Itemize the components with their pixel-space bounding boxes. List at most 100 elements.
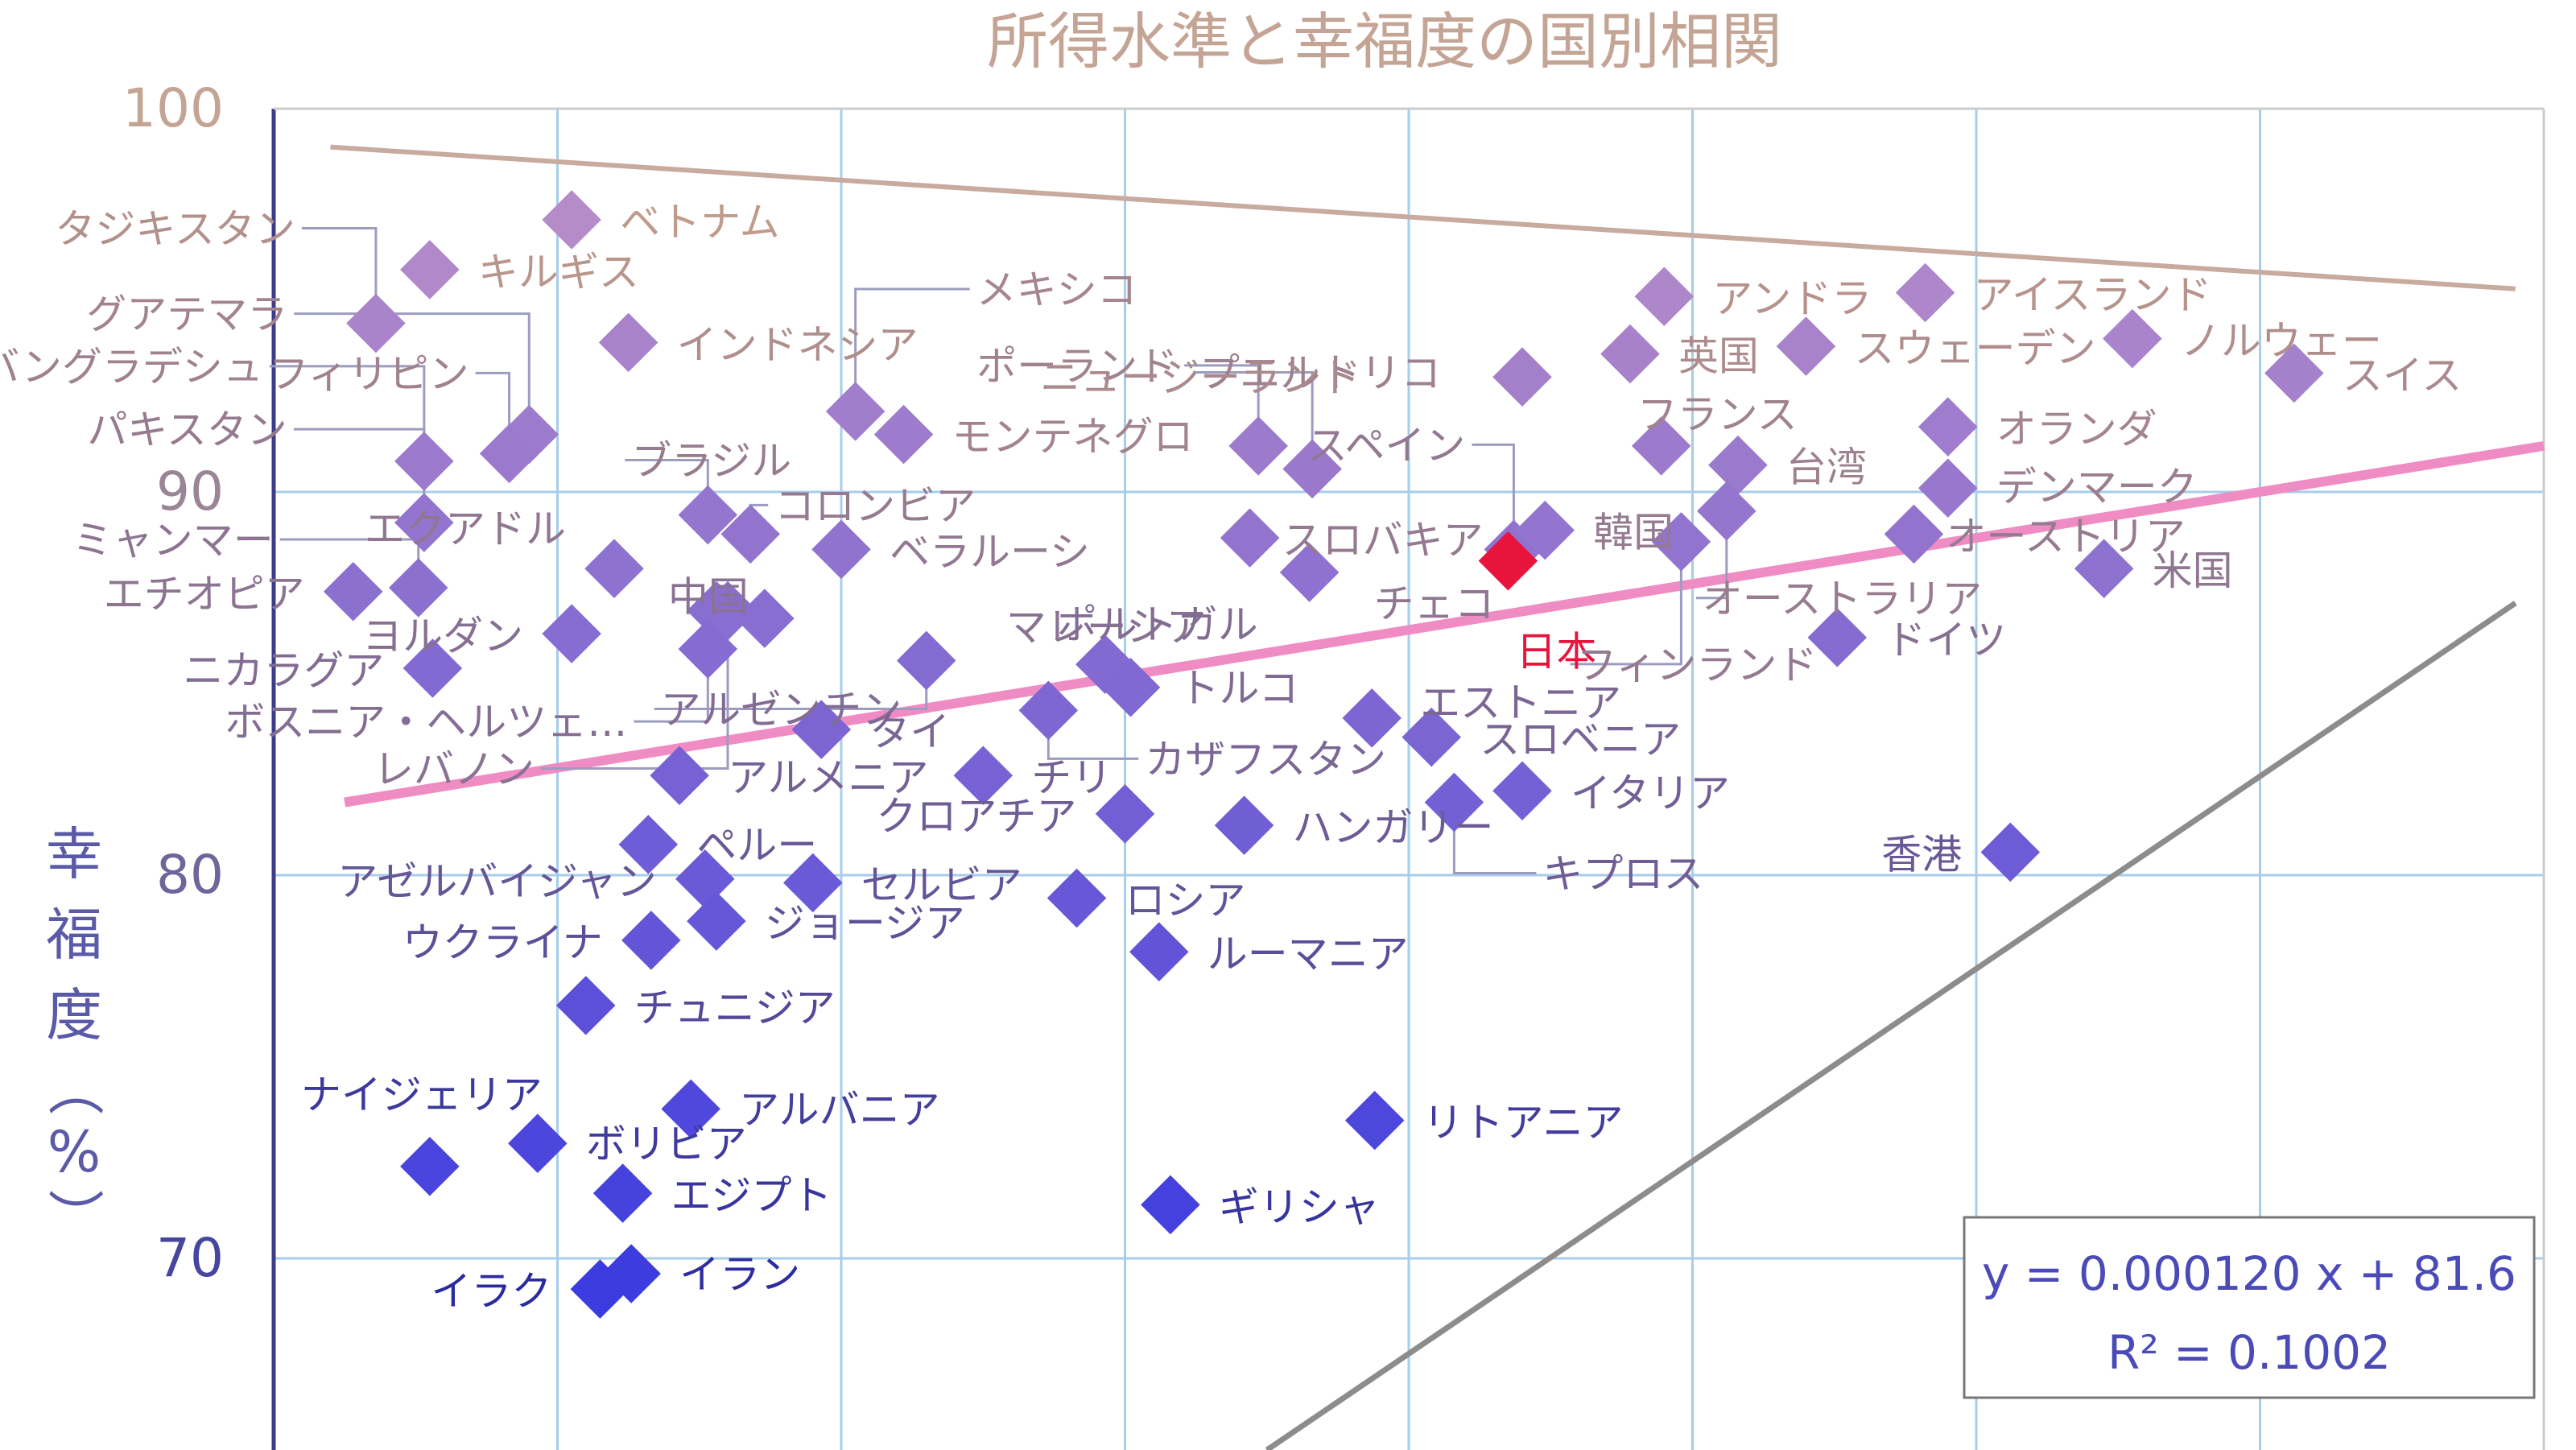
point-label-3: グアテマラ <box>86 291 287 338</box>
data-point-9 <box>873 404 934 465</box>
equation-box: y = 0.000120 x + 81.6 R² = 0.1002 <box>1963 1216 2536 1399</box>
data-point-50 <box>1279 543 1340 602</box>
data-point-73 <box>2074 539 2134 598</box>
point-label-12: エクアドル <box>365 506 566 552</box>
point-label-64: オーストラリア <box>1703 576 1983 622</box>
point-label-42: エジプト <box>671 1172 832 1219</box>
point-label-34: ロシア <box>1125 878 1246 924</box>
data-point-53 <box>1478 531 1538 591</box>
data-point-62 <box>1708 435 1768 495</box>
point-label-13: ベラルーシ <box>890 528 1090 575</box>
point-label-57: イタリア <box>1571 770 1730 816</box>
data-point-44 <box>570 1259 630 1319</box>
leader-line-63 <box>1570 541 1682 666</box>
point-label-27: アルメニア <box>728 754 928 801</box>
data-point-35 <box>687 891 746 951</box>
data-points <box>323 190 2324 1319</box>
point-label-70: オーストリア <box>1946 513 2186 560</box>
y-tick-label-3: 100 <box>122 77 224 139</box>
point-label-40: ボリビア <box>586 1121 747 1167</box>
data-point-29 <box>1095 784 1155 844</box>
data-point-56 <box>1402 707 1461 767</box>
point-label-30: ハンガリー <box>1293 804 1494 851</box>
point-label-37: ルーマニア <box>1208 931 1409 977</box>
y-axis-label: 幸福度% （ ） <box>41 821 107 1245</box>
point-label-26: カザフスタン <box>1145 736 1386 783</box>
data-point-8 <box>825 382 886 441</box>
point-label-32: アゼルバイジャン <box>337 858 657 905</box>
data-point-27 <box>650 746 709 806</box>
point-label-62: 台湾 <box>1786 444 1867 491</box>
y-tick-label-0: 70 <box>156 1227 224 1289</box>
leader-line-6 <box>293 428 426 523</box>
data-point-28 <box>953 746 1013 806</box>
point-label-15: ミャンマー <box>72 517 274 564</box>
point-label-21: アルゼンチン <box>661 686 902 733</box>
data-point-41 <box>661 1079 720 1139</box>
data-point-15 <box>389 558 448 618</box>
y-axis-label-text: 幸福度% <box>46 821 102 1185</box>
data-point-34 <box>1046 868 1107 928</box>
point-label-18: ニカラグア <box>183 647 384 694</box>
point-label-72: スイス <box>2343 352 2462 399</box>
data-point-65 <box>1807 608 1868 667</box>
data-point-60 <box>1600 324 1660 384</box>
equation-box-frame <box>1963 1216 2536 1399</box>
data-point-48 <box>1282 439 1342 499</box>
trendline-equation: y = 0.000120 x + 81.6 <box>1982 1246 2516 1301</box>
leader-line-2 <box>301 227 378 324</box>
point-label-46: リトアニア <box>1423 1100 1624 1146</box>
point-label-11: コロンビア <box>774 482 976 529</box>
data-point-66 <box>1895 262 1955 323</box>
point-label-56: スロベニア <box>1480 717 1681 763</box>
point-label-2: タジキスタン <box>55 206 295 253</box>
point-label-61: フランス <box>1637 391 1798 438</box>
data-point-21 <box>896 630 956 691</box>
data-point-42 <box>592 1163 653 1223</box>
point-label-16: エチオピア <box>104 571 305 618</box>
point-label-47: スロバキア <box>1282 517 1484 564</box>
data-point-5 <box>394 432 454 491</box>
point-label-10: ブラジル <box>631 438 791 485</box>
data-point-67 <box>1776 316 1836 376</box>
data-point-46 <box>1344 1090 1405 1150</box>
y-axis-label-paren: ） <box>41 1188 107 1245</box>
trendline-r2: R² = 0.1002 <box>2107 1325 2391 1380</box>
data-point-49 <box>1228 416 1288 476</box>
data-point-54 <box>1515 500 1575 560</box>
point-label-48: プエルトリコ <box>1199 349 1441 396</box>
plot-frame <box>271 107 2545 1450</box>
point-label-19: マレーシア <box>1006 604 1207 651</box>
data-point-30 <box>1214 795 1274 855</box>
data-point-58 <box>1424 772 1484 832</box>
data-point-38 <box>555 976 616 1035</box>
leader-line-48 <box>1193 370 1314 469</box>
data-point-12 <box>584 539 644 598</box>
point-label-44: イラク <box>431 1268 551 1315</box>
data-point-47 <box>1220 508 1280 568</box>
data-point-57 <box>1492 761 1552 821</box>
point-label-53: 日本 <box>1516 629 1596 675</box>
point-label-1: キルギス <box>478 249 639 295</box>
point-label-66: アイスランド <box>1974 271 2212 318</box>
data-point-36 <box>621 911 681 970</box>
point-label-36: ウクライナ <box>402 919 603 966</box>
point-label-55: エストニア <box>1420 680 1621 726</box>
data-point-13 <box>811 519 871 580</box>
data-point-59 <box>1634 266 1695 327</box>
data-point-68 <box>1918 397 1978 456</box>
point-label-71: ノルウェー <box>2181 318 2382 365</box>
point-label-14: 中国 <box>668 574 749 621</box>
data-point-71 <box>2103 308 2162 369</box>
data-point-37 <box>1129 922 1189 981</box>
point-label-65: ドイツ <box>1885 617 2006 663</box>
data-point-51 <box>1492 347 1552 407</box>
y-axis-label-char: 幸 <box>46 821 102 887</box>
y-tick-label-2: 90 <box>156 461 224 523</box>
point-label-6: パキスタン <box>87 407 287 453</box>
data-point-63 <box>1651 512 1711 572</box>
point-label-41: アルバニア <box>739 1086 940 1133</box>
data-point-74 <box>1980 822 2041 882</box>
point-label-63: フィンランド <box>1576 642 1817 688</box>
data-point-16 <box>323 561 383 622</box>
